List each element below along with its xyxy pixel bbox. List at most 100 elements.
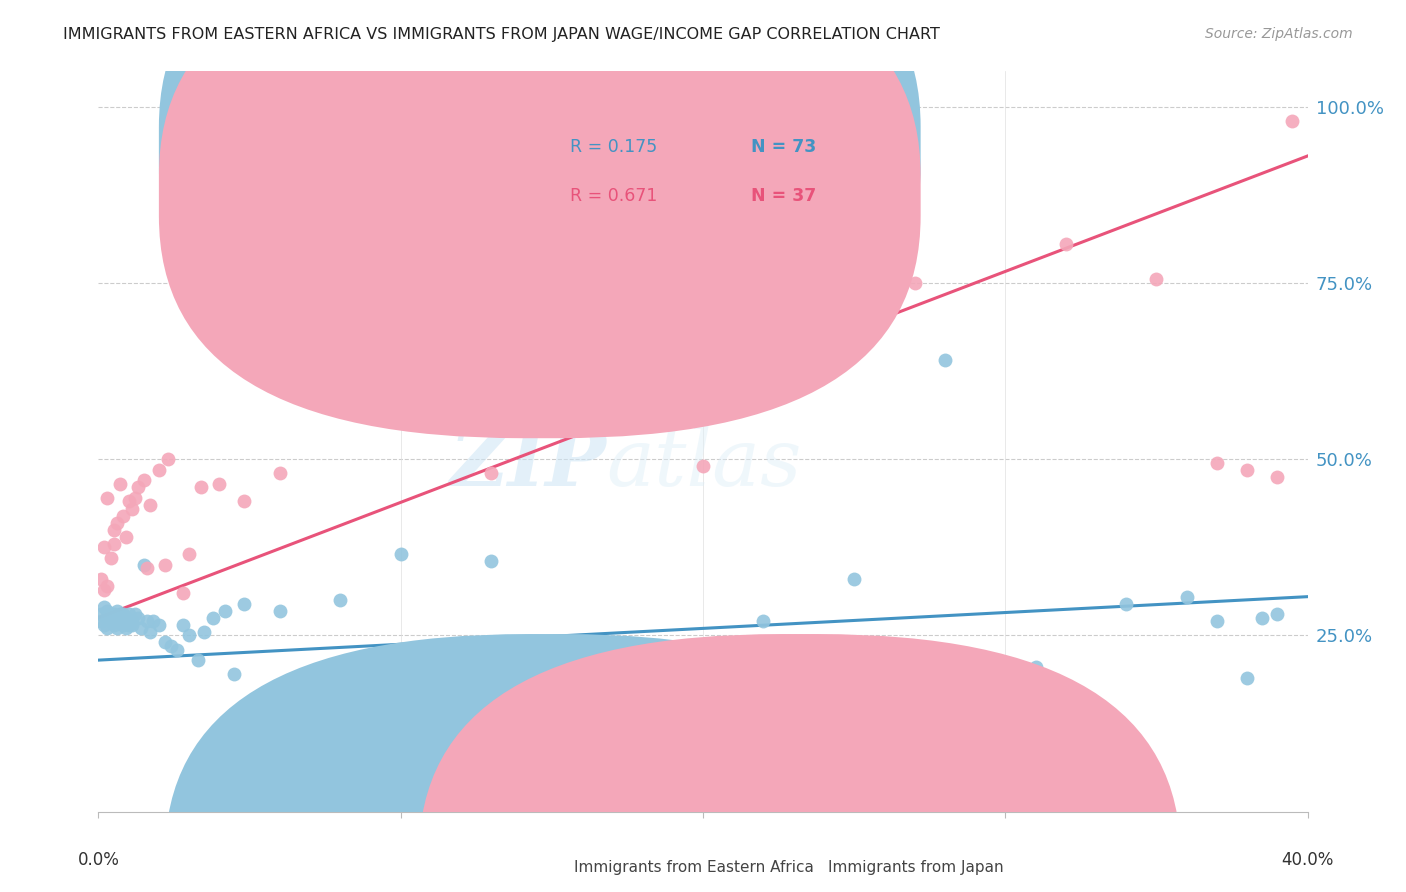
FancyBboxPatch shape — [165, 634, 927, 892]
Point — [481, 554, 503, 568]
Point — [1267, 607, 1289, 622]
Point — [93, 600, 115, 615]
Point — [100, 607, 122, 622]
Point — [105, 621, 128, 635]
Point — [360, 698, 382, 713]
Point — [129, 621, 152, 635]
Point — [405, 738, 427, 752]
Text: Source: ZipAtlas.com: Source: ZipAtlas.com — [1205, 27, 1353, 41]
Point — [1281, 113, 1303, 128]
Point — [105, 516, 128, 530]
Point — [111, 607, 134, 622]
Point — [1144, 272, 1167, 286]
Point — [135, 615, 157, 629]
Point — [127, 480, 149, 494]
Point — [1024, 660, 1046, 674]
Point — [571, 664, 593, 678]
FancyBboxPatch shape — [503, 112, 872, 230]
Point — [111, 508, 134, 523]
FancyBboxPatch shape — [419, 634, 1181, 892]
Point — [1251, 611, 1274, 625]
Point — [269, 467, 291, 481]
Point — [232, 597, 254, 611]
Point — [179, 547, 201, 561]
Point — [232, 494, 254, 508]
Point — [118, 494, 141, 508]
Point — [160, 639, 183, 653]
FancyBboxPatch shape — [159, 0, 921, 389]
Point — [108, 611, 131, 625]
Point — [142, 615, 165, 629]
Point — [193, 624, 215, 639]
Point — [602, 692, 624, 706]
Point — [166, 642, 188, 657]
Point — [153, 558, 176, 572]
Point — [139, 624, 162, 639]
Point — [121, 618, 143, 632]
Text: R = 0.175: R = 0.175 — [569, 138, 657, 156]
Point — [208, 476, 231, 491]
Point — [389, 547, 412, 561]
Point — [139, 498, 162, 512]
Point — [127, 611, 149, 625]
Point — [90, 607, 112, 622]
Point — [873, 702, 896, 716]
Point — [90, 615, 112, 629]
Text: ZIP: ZIP — [450, 425, 606, 502]
Point — [1236, 463, 1258, 477]
Text: atlas: atlas — [606, 425, 801, 502]
Text: Immigrants from Japan: Immigrants from Japan — [828, 860, 1002, 875]
Point — [994, 698, 1017, 713]
Point — [1206, 456, 1229, 470]
Point — [111, 618, 134, 632]
Point — [179, 628, 201, 642]
Point — [1175, 590, 1198, 604]
Point — [1206, 615, 1229, 629]
Point — [103, 611, 125, 625]
Point — [752, 615, 775, 629]
Point — [96, 621, 118, 635]
Point — [148, 463, 170, 477]
Point — [118, 607, 141, 622]
Point — [96, 579, 118, 593]
Point — [481, 467, 503, 481]
Point — [1267, 470, 1289, 484]
Point — [96, 611, 118, 625]
Point — [100, 550, 122, 565]
Point — [934, 353, 956, 368]
Point — [135, 561, 157, 575]
Point — [187, 653, 209, 667]
Text: R = 0.671: R = 0.671 — [569, 186, 658, 205]
Point — [103, 607, 125, 622]
Point — [844, 572, 866, 586]
Point — [214, 604, 236, 618]
Point — [172, 618, 194, 632]
Point — [224, 667, 246, 681]
Point — [202, 611, 225, 625]
Point — [108, 615, 131, 629]
Point — [121, 501, 143, 516]
Point — [692, 741, 714, 756]
Point — [93, 541, 115, 555]
Point — [450, 702, 472, 716]
Point — [111, 615, 134, 629]
Point — [90, 572, 112, 586]
Point — [1236, 671, 1258, 685]
Point — [153, 635, 176, 649]
Point — [114, 530, 136, 544]
Point — [329, 593, 352, 607]
Point — [103, 523, 125, 537]
Text: IMMIGRANTS FROM EASTERN AFRICA VS IMMIGRANTS FROM JAPAN WAGE/INCOME GAP CORRELAT: IMMIGRANTS FROM EASTERN AFRICA VS IMMIGR… — [63, 27, 941, 42]
Point — [100, 615, 122, 629]
Point — [124, 491, 146, 505]
Point — [692, 459, 714, 474]
Text: N = 73: N = 73 — [751, 138, 817, 156]
Point — [253, 695, 276, 709]
Point — [103, 618, 125, 632]
Text: 0.0%: 0.0% — [77, 851, 120, 869]
Point — [132, 473, 155, 487]
Point — [103, 537, 125, 551]
Point — [510, 660, 533, 674]
Point — [105, 615, 128, 629]
Point — [93, 582, 115, 597]
